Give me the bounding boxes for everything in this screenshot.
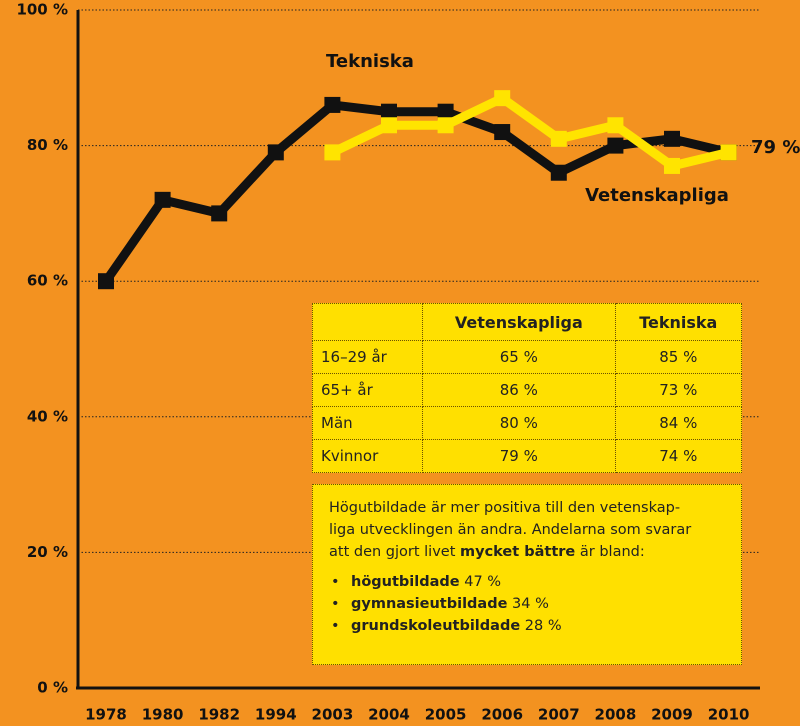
item-value: 28 % <box>524 618 562 634</box>
series-line <box>330 93 730 171</box>
item-value: 47 % <box>464 574 502 590</box>
point-marker <box>381 103 397 120</box>
note-item: högutbildade 47 % <box>329 571 725 593</box>
series-line <box>102 100 730 284</box>
series-label: Tekniska <box>326 51 414 72</box>
point-marker <box>324 96 341 113</box>
table-row: Män 80 % 84 % <box>311 406 743 440</box>
point-marker <box>664 157 680 174</box>
value-cell: 85 % <box>614 340 743 374</box>
header-row: Vetenskapliga Tekniska <box>311 303 743 341</box>
header-cell: Tekniska <box>614 303 743 341</box>
point-marker <box>494 124 511 141</box>
x-tick-label: 2007 <box>538 706 580 724</box>
end-label: 79 % <box>751 137 800 158</box>
value-cell: 79 % <box>422 439 616 473</box>
note-line: att den gjort livet mycket bättre är bla… <box>329 541 725 563</box>
table-row: Kvinnor 79 % 74 % <box>311 439 743 473</box>
row-label: 16–29 år <box>311 340 424 374</box>
x-tick-label: 2004 <box>368 706 410 724</box>
point-marker <box>154 191 171 208</box>
point-marker <box>550 164 567 181</box>
y-tick-label: 100 % <box>16 1 68 19</box>
point-marker <box>437 117 454 134</box>
point-marker <box>607 137 624 154</box>
summary-table: Vetenskapliga Tekniska 16–29 år 65 % 85 % 65… <box>311 303 743 473</box>
note-list: högutbildade 47 %gymnasieutbildade 34 %g… <box>329 571 725 637</box>
item-label: grundskoleutbildade <box>351 618 521 634</box>
value-cell: 80 % <box>422 406 616 440</box>
note-box: Högutbildade är mer positiva till den ve… <box>312 484 742 665</box>
x-tick-label: 2010 <box>708 706 750 724</box>
x-tick-label: 2009 <box>651 706 693 724</box>
x-tick-label: 1978 <box>85 706 127 724</box>
value-cell: 65 % <box>422 340 616 374</box>
point-marker <box>664 130 680 147</box>
point-marker <box>267 144 284 161</box>
y-tick-label: 0 % <box>37 679 68 697</box>
item-value: 34 % <box>512 596 549 612</box>
value-cell: 74 % <box>614 439 743 473</box>
note-item: gymnasieutbildade 34 % <box>329 593 725 615</box>
point-marker <box>98 273 114 290</box>
x-tick-label: 2006 <box>481 706 523 724</box>
value-cell: 84 % <box>614 406 743 440</box>
row-label: 65+ år <box>311 373 424 407</box>
note-emphasis: mycket bättre <box>460 544 576 560</box>
y-tick-label: 20 % <box>27 543 68 561</box>
x-tick-label: 1994 <box>255 706 297 724</box>
row-label: Kvinnor <box>311 439 424 473</box>
item-label: högutbildade <box>351 574 460 590</box>
x-tick-label: 1980 <box>142 706 184 724</box>
y-tick-label: 80 % <box>27 136 68 154</box>
corner <box>311 303 424 341</box>
point-marker <box>381 117 397 134</box>
note-line: liga utvecklingen än andra. Andelarna so… <box>329 522 692 538</box>
note-item: grundskoleutbildade 28 % <box>329 615 725 637</box>
point-marker <box>720 144 737 161</box>
value-cell: 86 % <box>422 373 616 407</box>
x-tick-label: 1982 <box>198 706 240 724</box>
point-marker <box>550 130 567 147</box>
table-row: 65+ år 86 % 73 % <box>311 373 743 407</box>
y-tick-label: 60 % <box>27 272 68 290</box>
item-label: gymnasieutbildade <box>351 596 508 612</box>
note-text: att den gjort livet <box>329 544 456 560</box>
note-line: Högutbildade är mer positiva till den ve… <box>329 500 681 516</box>
point-marker <box>494 90 511 107</box>
value-cell: 73 % <box>614 373 743 407</box>
note-text: är bland: <box>579 544 645 560</box>
row-label: Män <box>311 406 424 440</box>
series-label: Vetenskapliga <box>585 185 729 206</box>
point-marker <box>324 144 341 161</box>
x-tick-label: 2003 <box>312 706 354 724</box>
point-marker <box>607 117 624 134</box>
x-tick-label: 2008 <box>595 706 637 724</box>
point-marker <box>437 103 454 120</box>
header-cell: Vetenskapliga <box>422 303 616 341</box>
x-tick-label: 2005 <box>425 706 467 724</box>
y-tick-label: 40 % <box>27 407 68 425</box>
point-marker <box>211 205 228 222</box>
table-row: 16–29 år 65 % 85 % <box>311 340 743 374</box>
